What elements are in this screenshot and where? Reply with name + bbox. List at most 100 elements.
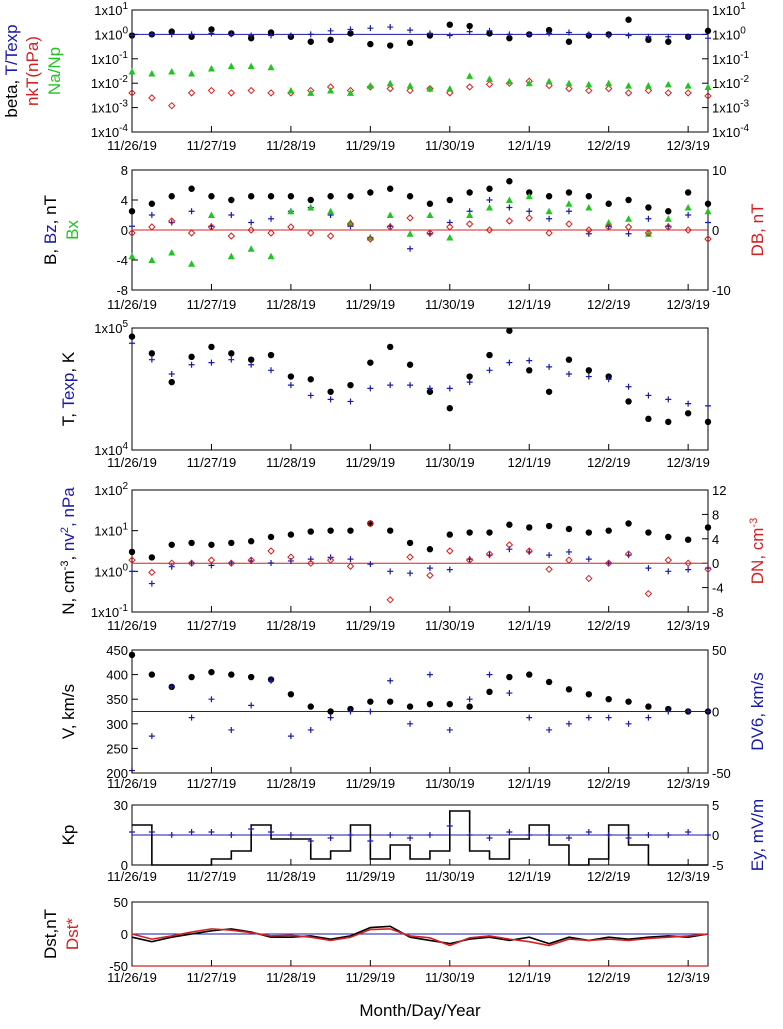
panel-kp-ey-series-ey-point [506, 829, 513, 835]
panel-density-series-n-point [208, 541, 215, 548]
panel-temperature-series-texp-point [605, 376, 612, 383]
panel-density-series-n-point [565, 525, 573, 533]
panel-plasma-beta-left-axis-tick-exponent: -2 [119, 74, 128, 85]
panel-velocity-series-v-point [605, 696, 612, 703]
panel-density-series-nv--point [426, 565, 433, 572]
panel-magnetic-field-series-b-point [446, 196, 453, 204]
panel-plasma-beta-series-t-texp-point [208, 30, 215, 37]
panel-temperature-series-texp-point [327, 396, 334, 403]
panel-magnetic-field-series-b-point [684, 189, 692, 196]
panel-plasma-beta-series-nkt-npa--point [624, 89, 633, 97]
panel-density-y-label-part: nv [59, 533, 78, 551]
panel-velocity-series-v-point [208, 668, 215, 676]
panel-plasma-beta-series-na-np-point [307, 89, 315, 96]
panel-plasma-beta-x-tick-label: 12/3/19 [666, 138, 709, 153]
panel-velocity-series-v-point [446, 700, 453, 708]
panel-kp-ey-left-axis-tick-label: 30 [114, 798, 128, 813]
panel-density-series-n-point [287, 531, 295, 538]
panel-kp-ey-series-ey-point [208, 829, 215, 835]
panel-velocity-series-dv6-point [466, 696, 473, 703]
panel-magnetic-field-series-db-point [545, 229, 553, 237]
panel-density-y-label-right-part: DN, cm [748, 528, 767, 585]
panel-magnetic-field-y-label-part: , nT [41, 195, 60, 224]
panel-velocity-x-tick-label: 12/3/19 [666, 776, 709, 791]
panel-plasma-beta-series-beta-point [466, 22, 473, 30]
panel-density-y-label-part: 2 [59, 527, 71, 533]
panel-temperature-series-texp-point [148, 356, 155, 363]
panel-density-series-nv--point [287, 557, 294, 564]
panel-density-x-tick-label: 11/27/19 [187, 618, 237, 633]
panel-density-y-label-part: , [59, 551, 78, 560]
panel-density-series-dn-point [565, 556, 573, 564]
panel-velocity-series-dv6-point [585, 714, 592, 721]
panel-kp-ey-y-label-right: Ey, mV/m [748, 799, 767, 871]
panel-plasma-beta-series-t-texp-point [307, 31, 314, 38]
panel-plasma-beta-series-t-texp-point [446, 32, 453, 39]
x-axis-title: Month/Day/Year [359, 1001, 481, 1020]
panel-magnetic-field-series-b-point [645, 204, 652, 211]
panel-temperature-series-texp-point [685, 400, 692, 407]
panel-plasma-beta-series-na-np-point [664, 80, 672, 88]
panel-temperature-left-axis-tick-exponent: 5 [122, 319, 128, 330]
panel-plasma-beta-series-nkt-npa--point [585, 86, 593, 95]
panel-kp-ey-y-label: Kp [59, 825, 78, 846]
panel-velocity-series-v-point [625, 698, 632, 705]
panel-density-series-n-point [327, 527, 334, 534]
panel-magnetic-field-y-label-part: B, [41, 244, 60, 265]
panel-plasma-beta-right-axis-tick-exponent: -2 [740, 74, 749, 85]
panel-magnetic-field-series-db-point [386, 223, 394, 231]
panel-plasma-beta-series-nkt-npa--point [207, 86, 216, 95]
panel-dst-x-tick-label: 11/30/19 [425, 970, 475, 985]
panel-kp-ey-series-ey-point [546, 832, 553, 838]
panel-plasma-beta-series-t-texp-point [546, 30, 553, 37]
panel-plasma-beta-series-na-np-point [446, 85, 454, 92]
panel-magnetic-field-series-bx-point [207, 211, 215, 218]
panel-density-series-nv--point [605, 560, 612, 567]
panel-plasma-beta-series-nkt-npa--point [406, 86, 414, 95]
panel-magnetic-field-y-label-right-part: DB, nT [748, 204, 767, 257]
panel-magnetic-field-series-b-point [406, 193, 414, 200]
panel-density-series-dn-point [446, 547, 454, 555]
panel-kp-ey-series-ey-point [387, 832, 394, 838]
panel-plasma-beta-series-na-np-point [128, 68, 136, 75]
panel-magnetic-field-series-bx-point [426, 211, 434, 218]
panel-temperature-series-t-point [307, 376, 314, 383]
panel-dst-x-tick-label: 12/3/19 [666, 970, 709, 985]
panel-magnetic-field-series-bx-point [148, 256, 156, 263]
panel-magnetic-field-series-bx-point [446, 234, 454, 241]
panel-plasma-beta-series-t-texp-point [486, 27, 493, 34]
panel-plasma-beta-right-axis-tick-exponent: 0 [740, 25, 746, 36]
panel-density-series-n-point [446, 531, 453, 538]
panel-kp-ey-x-tick-label: 12/3/19 [666, 869, 709, 884]
panel-magnetic-field-series-b-point [625, 196, 632, 204]
panel-density-series-nv--point [307, 556, 314, 563]
panel-temperature-series-t-point [387, 343, 394, 351]
panel-magnetic-field-series-bx-point [386, 211, 394, 218]
panel-plasma-beta-right-axis-tick-exponent: -3 [740, 99, 749, 110]
panel-magnetic-field-series-b-point [168, 193, 175, 200]
panel-kp-ey-series-ey-point [685, 829, 692, 835]
panel-plasma-beta-series-t-texp-point [526, 31, 533, 38]
panel-kp-ey-right-axis-tick-label: -5 [712, 858, 724, 873]
panel-density-series-n-point [585, 529, 593, 536]
panel-velocity-right-axis-tick-label: 50 [712, 643, 726, 658]
panel-magnetic-field-series-b-point [486, 185, 493, 192]
panel-kp-ey-x-tick-label: 11/28/19 [266, 869, 316, 884]
panel-plasma-beta-left-axis-tick-label: 1x10-1 [91, 50, 129, 67]
panel-kp-ey-series-ey-point [287, 832, 294, 838]
panel-temperature-series-texp-point [287, 382, 294, 389]
panel-magnetic-field-series-db-point [307, 229, 315, 237]
panel-magnetic-field-series-bx-point [366, 234, 374, 241]
panel-velocity-x-tick-label: 11/30/19 [425, 776, 475, 791]
panel-density-right-axis-tick-label: 0 [712, 556, 719, 571]
panel-magnetic-field-series-b-point [347, 193, 354, 200]
panel-magnetic-field-left-axis-tick-label: -8 [116, 283, 128, 298]
panel-plasma-beta-series-nkt-npa--point [565, 84, 573, 93]
panel-magnetic-field-y-label-right: DB, nT [748, 204, 767, 257]
panel-magnetic-field-series-db-point [346, 220, 355, 228]
panel-temperature-series-t-point [486, 351, 493, 359]
panel-temperature-series-texp-point [129, 340, 135, 347]
panel-density-y-label-right-part: -3 [748, 518, 760, 528]
panel-velocity-series-dv6-point [526, 714, 533, 721]
